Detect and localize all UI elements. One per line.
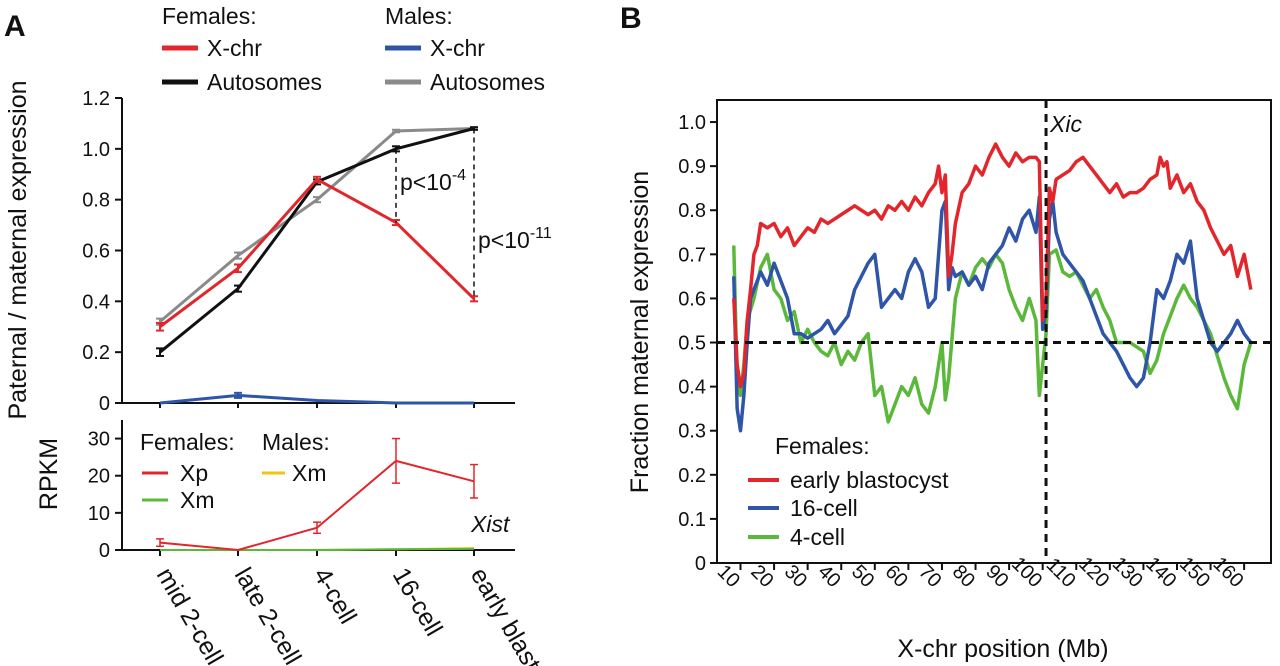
legend2-males-title: Males: [262, 429, 330, 455]
b-series-line [732, 195, 1253, 433]
a-xtick-label: 16-cell [387, 563, 448, 641]
b-xtick-label: 80 [948, 561, 979, 592]
a-top-series [156, 126, 478, 405]
p-value-label: p<10-4 [400, 167, 466, 195]
b-x-label: X-chr position (Mb) [897, 635, 1108, 663]
panel-label-b: B [620, 2, 642, 35]
b-xtick-label: 30 [780, 561, 811, 592]
b-ytick-label: 0 [695, 553, 706, 575]
a-top-series-line [159, 127, 475, 354]
b-xtick-label: 110 [1042, 554, 1080, 592]
b-legend: Females: early blastocyst 16-cell 4-cell [748, 433, 949, 550]
a-top-ytick-label: 1.2 [82, 88, 110, 110]
a-bot-series [156, 437, 478, 552]
a-xtick-label: 4-cell [308, 563, 362, 629]
a-top-ytick-label: 1.0 [82, 139, 110, 161]
a-xtick-label: late 2-cell [229, 563, 307, 666]
a-x-tick-labels: mid 2-cell late 2-cell 4-cell 16-cell early … [151, 563, 546, 666]
a-top-y-label: Paternal / maternal expression [4, 80, 32, 419]
b-y-label: Fraction maternal expression [626, 171, 654, 493]
b-ytick-label: 0.4 [678, 377, 706, 399]
legend2-xm-label: Xm [180, 487, 215, 513]
b-ytick-label: 0.9 [678, 156, 706, 178]
b-xtick-label: 90 [981, 561, 1012, 592]
b-legend-16: 16-cell [790, 495, 858, 521]
a-top-y-ticks: 0 0.2 0.4 0.6 0.8 1.0 1.2 [82, 88, 475, 415]
b-ytick-label: 0.7 [678, 244, 706, 266]
a-bot-ytick-label: 20 [88, 466, 110, 488]
panel-a-top-plot: Paternal / maternal expression 0 0.2 0.4 0.… [4, 80, 552, 419]
a-bot-ytick-label: 30 [88, 429, 110, 451]
b-ticks: 0 0.1 0.2 0.3 0.4 0.5 0.6 0.7 0.8 0.9 1.0 10 20 30 40 5… [678, 112, 1247, 592]
b-reference-lines [717, 100, 1271, 563]
b-legend-early: early blastocyst [790, 467, 949, 493]
legend-males-title: Males: [385, 3, 453, 29]
a-bot-legend: Females: Males: Xp Xm Xm [140, 429, 330, 513]
a-top-ytick-label: 0.6 [82, 241, 110, 263]
legend2-male-xm-label: Xm [292, 460, 327, 486]
b-ytick-label: 0.1 [678, 509, 706, 531]
b-ytick-label: 0.3 [678, 421, 706, 443]
b-xtick-label: 20 [746, 561, 777, 592]
b-legend-title: Females: [775, 433, 870, 459]
a-bot-ytick-label: 10 [88, 503, 110, 525]
b-plot-frame [716, 99, 1272, 564]
b-ytick-label: 1.0 [678, 112, 706, 134]
b-xtick-label: 60 [881, 561, 912, 592]
a-bot-ytick-label: 0 [99, 540, 110, 562]
b-ytick-label: 0.5 [678, 333, 706, 355]
a-top-ytick-label: 0.4 [82, 291, 110, 313]
a-bot-y-ticks: 0 10 20 30 [88, 429, 475, 562]
a-top-ytick-label: 0 [99, 393, 110, 415]
a-bot-y-label: RPKM [35, 438, 63, 510]
b-xtick-label: 130 [1108, 553, 1147, 592]
xic-label: Xic [1049, 111, 1082, 137]
a-top-ytick-label: 0.2 [82, 342, 110, 364]
b-xtick-label: 50 [847, 561, 878, 592]
p-value-label: p<10-11 [478, 225, 552, 253]
b-xtick-label: 70 [914, 561, 945, 592]
b-series [732, 142, 1253, 433]
a-xtick-label: mid 2-cell [151, 563, 229, 666]
legend-females-title: Females: [162, 3, 257, 29]
legend-female-auto-label: Autosomes [207, 69, 322, 95]
legend-male-x-label: X-chr [430, 35, 485, 61]
b-xtick-label: 150 [1175, 553, 1214, 592]
a-top-ytick-label: 0.8 [82, 190, 110, 212]
a-top-annotations: p<10-4 p<10-11 [395, 128, 552, 299]
xist-label: Xist [470, 511, 511, 537]
b-xtick-label: 10 [713, 561, 744, 592]
b-xtick-label: 140 [1141, 553, 1180, 592]
legend2-females-title: Females: [140, 429, 235, 455]
panel-b-plot: Fraction maternal expression X-chr posit… [626, 99, 1272, 663]
b-xtick-label: 160 [1209, 553, 1248, 592]
a-bot-series-line [160, 547, 475, 551]
legend-male-auto-label: Autosomes [430, 69, 545, 95]
b-ytick-label: 0.2 [678, 465, 706, 487]
b-ytick-label: 0.6 [678, 288, 706, 310]
b-ytick-label: 0.8 [678, 200, 706, 222]
panel-a-bottom-plot: RPKM 0 10 20 30 mid 2-cell late 2-cell 4-cell… [35, 420, 546, 666]
legend2-xp-label: Xp [180, 460, 208, 486]
b-xtick-label: 120 [1074, 553, 1113, 592]
b-xtick-label: 40 [813, 561, 844, 592]
panel-label-a: A [4, 10, 26, 43]
a-xtick-label: early blast [465, 563, 546, 666]
a-top-legend: Females: Males: X-chr Autosomes X-chr Au… [162, 3, 545, 95]
b-legend-4: 4-cell [790, 524, 845, 550]
b-series-line [732, 142, 1253, 389]
legend-female-x-label: X-chr [207, 35, 262, 61]
a-top-series-line [159, 393, 474, 405]
b-xtick-label: 100 [1007, 553, 1046, 592]
